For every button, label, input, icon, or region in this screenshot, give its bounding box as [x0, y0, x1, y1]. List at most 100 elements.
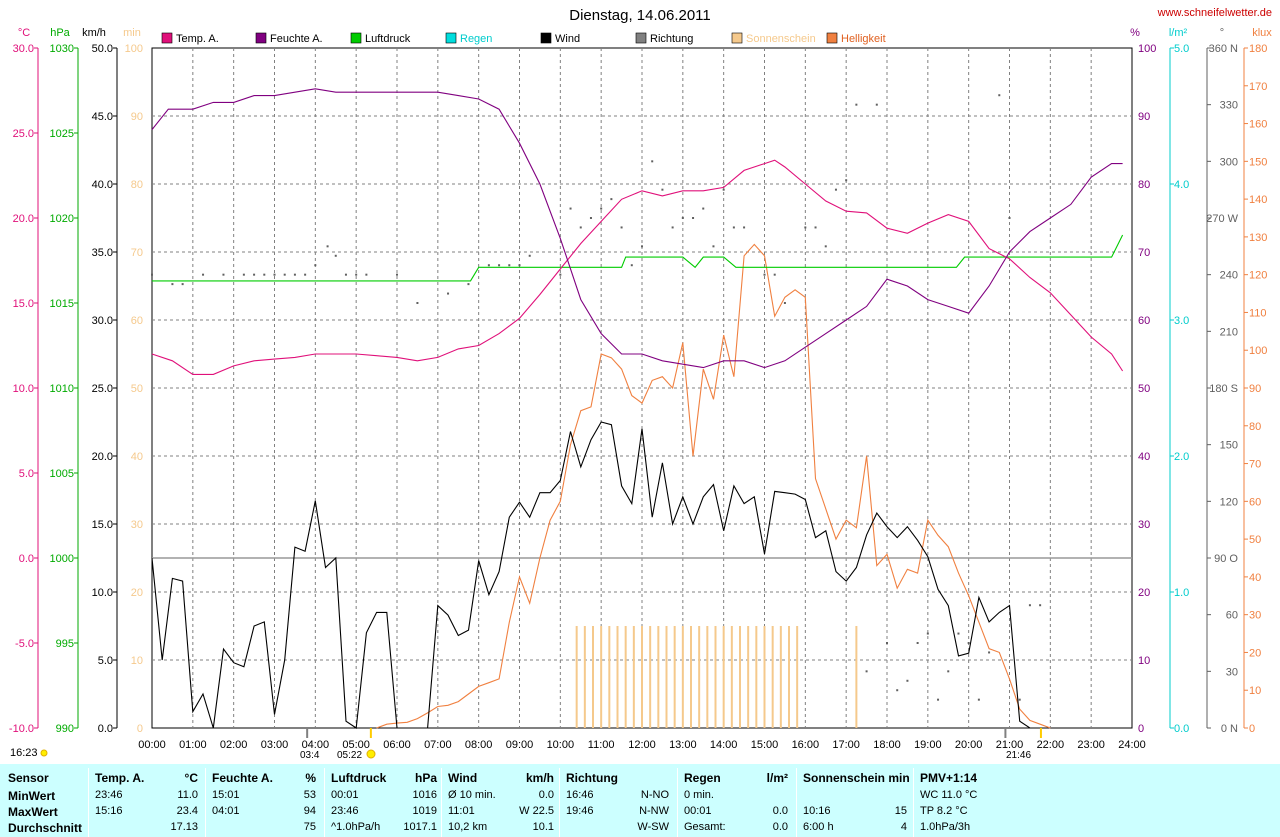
sunset-label: 21:46: [1006, 750, 1031, 761]
x-tick-label: 12:00: [628, 739, 656, 751]
pressure-tick-label: 1005: [50, 468, 74, 480]
brightness-tick-label: 10: [1249, 685, 1261, 697]
direction-point: [702, 207, 705, 210]
direction-point: [855, 103, 858, 106]
humidity-tick-label: 30: [1138, 519, 1150, 531]
direction-point: [344, 273, 347, 276]
wind-tick-label: 30.0: [92, 315, 113, 327]
direction-tick-label: 330: [1220, 100, 1238, 112]
x-tick-label: 03:00: [261, 739, 289, 751]
direction-point: [559, 273, 562, 276]
brightness-tick-label: 30: [1249, 610, 1261, 622]
wind-tick-label: 5.0: [98, 655, 113, 667]
pressure-tick-label: 1015: [50, 298, 74, 310]
direction-point: [396, 273, 398, 276]
temp-tick-label: 30.0: [13, 43, 34, 55]
x-tick-label: 09:00: [506, 739, 534, 751]
brightness-tick-label: 160: [1249, 119, 1267, 131]
table-header: Feuchte A.: [212, 771, 273, 785]
series-line-wind: [151, 421, 1041, 729]
wind-tick-label: 0.0: [98, 723, 113, 735]
direction-point: [579, 226, 582, 229]
direction-point: [641, 245, 643, 248]
table-cell-value: 1017.1: [403, 821, 437, 833]
direction-point: [416, 302, 419, 304]
sun-tick-label: 20: [131, 587, 143, 599]
legend-label: Temp. A.: [176, 33, 219, 45]
table-cell-sub: 00:01: [684, 805, 712, 817]
sun-tick-label: 70: [131, 247, 143, 259]
direction-axis-unit: °: [1220, 27, 1224, 39]
wind-tick-label: 25.0: [92, 383, 113, 395]
direction-point: [1039, 604, 1042, 607]
direction-point: [722, 188, 725, 191]
table-header: Wind: [448, 771, 478, 785]
direction-point: [977, 698, 980, 701]
direction-point: [681, 217, 684, 219]
table-header: Temp. A.: [95, 771, 145, 785]
table-cell-sub: ^1.0hPa/h: [331, 821, 381, 833]
direction-point: [326, 245, 329, 248]
table-cell-sub: 00:01: [331, 789, 359, 801]
pressure-tick-label: 1000: [50, 553, 74, 565]
table-cell-sub: 0 min.: [684, 789, 714, 801]
direction-point: [273, 273, 276, 276]
direction-tick-label: 30: [1226, 666, 1238, 678]
sun-tick-label: 90: [131, 111, 143, 123]
legend-swatch: [826, 32, 838, 44]
direction-point: [467, 283, 470, 286]
direction-point: [355, 273, 358, 276]
direction-tick-label: 270 W: [1206, 213, 1238, 225]
brightness-tick-label: 170: [1249, 81, 1267, 93]
humidity-tick-label: 100: [1138, 43, 1156, 55]
direction-tick-label: 0 N: [1221, 723, 1238, 735]
sun-icon: [40, 749, 48, 757]
direction-point: [293, 273, 296, 276]
brightness-tick-label: 140: [1249, 194, 1267, 206]
table-cell-value: N-NO: [640, 789, 669, 801]
legend-label: Wind: [555, 33, 580, 45]
table-row-label: MaxWert: [8, 805, 58, 819]
table-cell-value: 10.1: [532, 821, 554, 833]
direction-point: [1028, 604, 1031, 607]
direction-tick-label: 90 O: [1214, 553, 1238, 565]
humidity-tick-label: 10: [1138, 655, 1150, 667]
direction-point: [967, 642, 970, 644]
table-header-unit: hPa: [414, 771, 437, 785]
brightness-tick-label: 110: [1249, 307, 1267, 319]
x-tick-label: 18:00: [873, 739, 901, 751]
direction-point: [875, 103, 878, 106]
direction-point: [365, 273, 368, 276]
humidity-tick-label: 50: [1138, 383, 1150, 395]
rain-tick-label: 4.0: [1174, 179, 1189, 191]
direction-point: [600, 207, 603, 210]
direction-tick-label: 360 N: [1209, 43, 1238, 55]
direction-point: [304, 273, 307, 276]
table-cell-sub: 11:01: [448, 805, 475, 817]
direction-point: [783, 302, 786, 304]
direction-point: [253, 273, 256, 276]
website-url[interactable]: www.schneifelwetter.de: [1157, 7, 1272, 19]
table-cell-sub: TP 8.2 °C: [920, 805, 968, 817]
series-line-temp-a-: [151, 159, 1124, 375]
brightness-tick-label: 20: [1249, 647, 1261, 659]
table-header: Sensor: [8, 771, 49, 785]
direction-point: [926, 632, 929, 635]
humidity-tick-label: 20: [1138, 587, 1150, 599]
temp-tick-label: 10.0: [13, 383, 34, 395]
table-header-unit: l/m²: [766, 771, 788, 785]
table-cell-sub: 10,2 km: [448, 821, 488, 833]
annotations: 03:4 05:22 21:46 16:23: [10, 728, 1042, 761]
direction-point: [957, 632, 960, 635]
wind-tick-label: 15.0: [92, 519, 113, 531]
table-cell-value: 75: [303, 821, 316, 833]
pressure-tick-label: 995: [56, 638, 74, 650]
direction-tick-label: 300: [1220, 156, 1238, 168]
pressure-tick-label: 1010: [50, 383, 74, 395]
sun-axis-unit: min: [123, 27, 141, 39]
column-separator: [324, 768, 325, 837]
direction-tick-label: 120: [1220, 496, 1238, 508]
legend-swatch: [255, 32, 267, 44]
direction-point: [763, 273, 766, 276]
table-cell-value: 4: [900, 821, 907, 833]
